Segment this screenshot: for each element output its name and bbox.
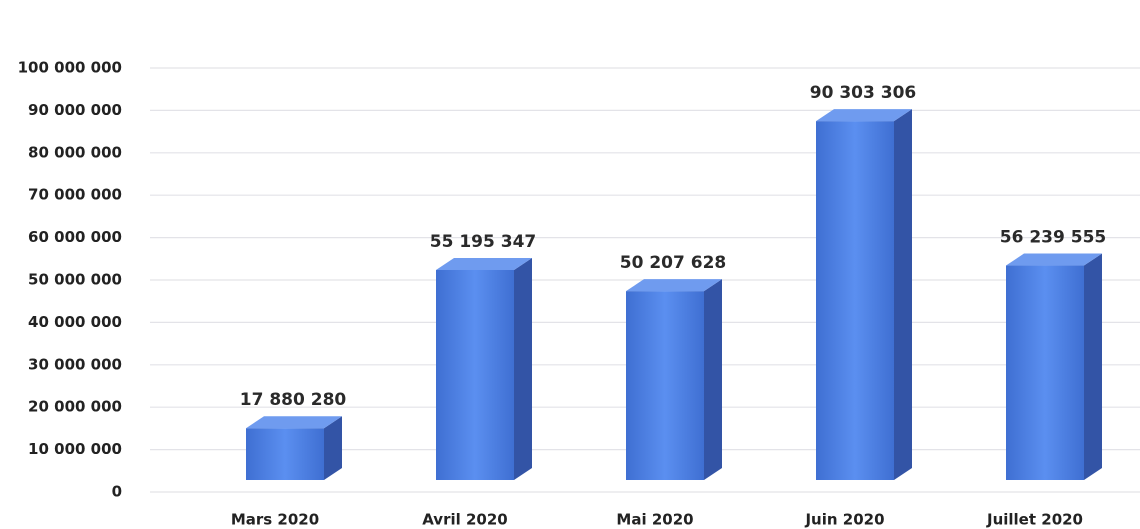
- bar-front: [816, 121, 894, 480]
- y-tick-label: 40 000 000: [28, 313, 122, 331]
- y-tick-label: 80 000 000: [28, 143, 122, 161]
- value-label: 56 239 555: [1000, 228, 1106, 248]
- bar-side: [324, 416, 342, 480]
- bar-side: [704, 279, 722, 480]
- value-label: 55 195 347: [430, 232, 536, 252]
- bar-top: [436, 257, 532, 270]
- bar-side: [514, 257, 532, 480]
- x-tick-label: Mai 2020: [616, 511, 693, 529]
- value-label: 17 880 280: [240, 390, 347, 410]
- bar-front: [246, 428, 324, 480]
- value-label: 50 207 628: [620, 253, 726, 273]
- bar-side: [894, 109, 912, 480]
- y-tick-label: 90 000 000: [28, 101, 122, 119]
- y-tick-label: 20 000 000: [28, 398, 122, 416]
- y-tick-label: 50 000 000: [28, 271, 122, 289]
- x-tick-label: Avril 2020: [422, 511, 508, 529]
- bar-top: [246, 416, 342, 429]
- bar-side: [1084, 253, 1102, 480]
- x-tick-label: Juillet 2020: [986, 511, 1083, 529]
- y-tick-label: 60 000 000: [28, 228, 122, 246]
- bar-top: [816, 109, 912, 122]
- bar-top: [1006, 253, 1102, 266]
- bar-front: [436, 269, 514, 480]
- y-tick-label: 70 000 000: [28, 186, 122, 204]
- x-tick-label: Mars 2020: [231, 511, 319, 529]
- y-tick-label: 10 000 000: [28, 440, 122, 458]
- y-tick-label: 0: [112, 483, 122, 501]
- bar-top: [626, 279, 722, 292]
- y-tick-label: 100 000 000: [18, 59, 122, 77]
- y-tick-label: 30 000 000: [28, 355, 122, 373]
- bar-front: [626, 291, 704, 480]
- bar-front: [1006, 265, 1084, 480]
- value-label: 90 303 306: [810, 83, 916, 103]
- x-tick-label: Juin 2020: [804, 511, 884, 529]
